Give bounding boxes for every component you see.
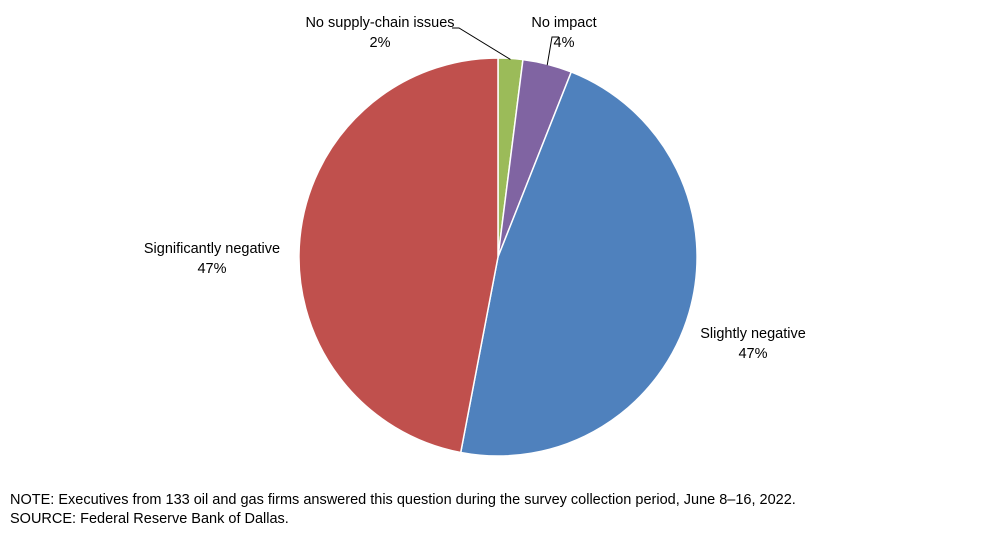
pie-chart: No supply-chain issues 2% No impact 4% Sligh… bbox=[144, 15, 806, 457]
source-text: SOURCE: Federal Reserve Bank of Dallas. bbox=[10, 511, 289, 527]
note-text: NOTE: Executives from 133 oil and gas fi… bbox=[10, 492, 796, 508]
slice-label-no-impact: No impact bbox=[531, 15, 596, 31]
slice-label-significantly-negative: Significantly negative bbox=[144, 241, 280, 257]
slice-value-significantly-negative: 47% bbox=[197, 261, 226, 277]
pie-slices bbox=[298, 57, 698, 457]
slice-labels: No supply-chain issues 2% No impact 4% Sligh… bbox=[144, 15, 806, 362]
leader-line-no-impact bbox=[546, 36, 559, 66]
slice-label-slightly-negative: Slightly negative bbox=[700, 326, 806, 342]
slice-value-no-supply-chain-issues: 2% bbox=[370, 35, 391, 51]
slice-value-slightly-negative: 47% bbox=[738, 346, 767, 362]
slice-value-no-impact: 4% bbox=[554, 35, 575, 51]
pie-slice-slightly-negative bbox=[459, 70, 698, 457]
pie-slice-significantly-negative bbox=[298, 57, 499, 454]
leader-line-no-supply-chain-issues bbox=[452, 27, 511, 60]
leader-lines bbox=[452, 27, 559, 66]
slice-label-no-supply-chain-issues: No supply-chain issues bbox=[305, 15, 454, 31]
